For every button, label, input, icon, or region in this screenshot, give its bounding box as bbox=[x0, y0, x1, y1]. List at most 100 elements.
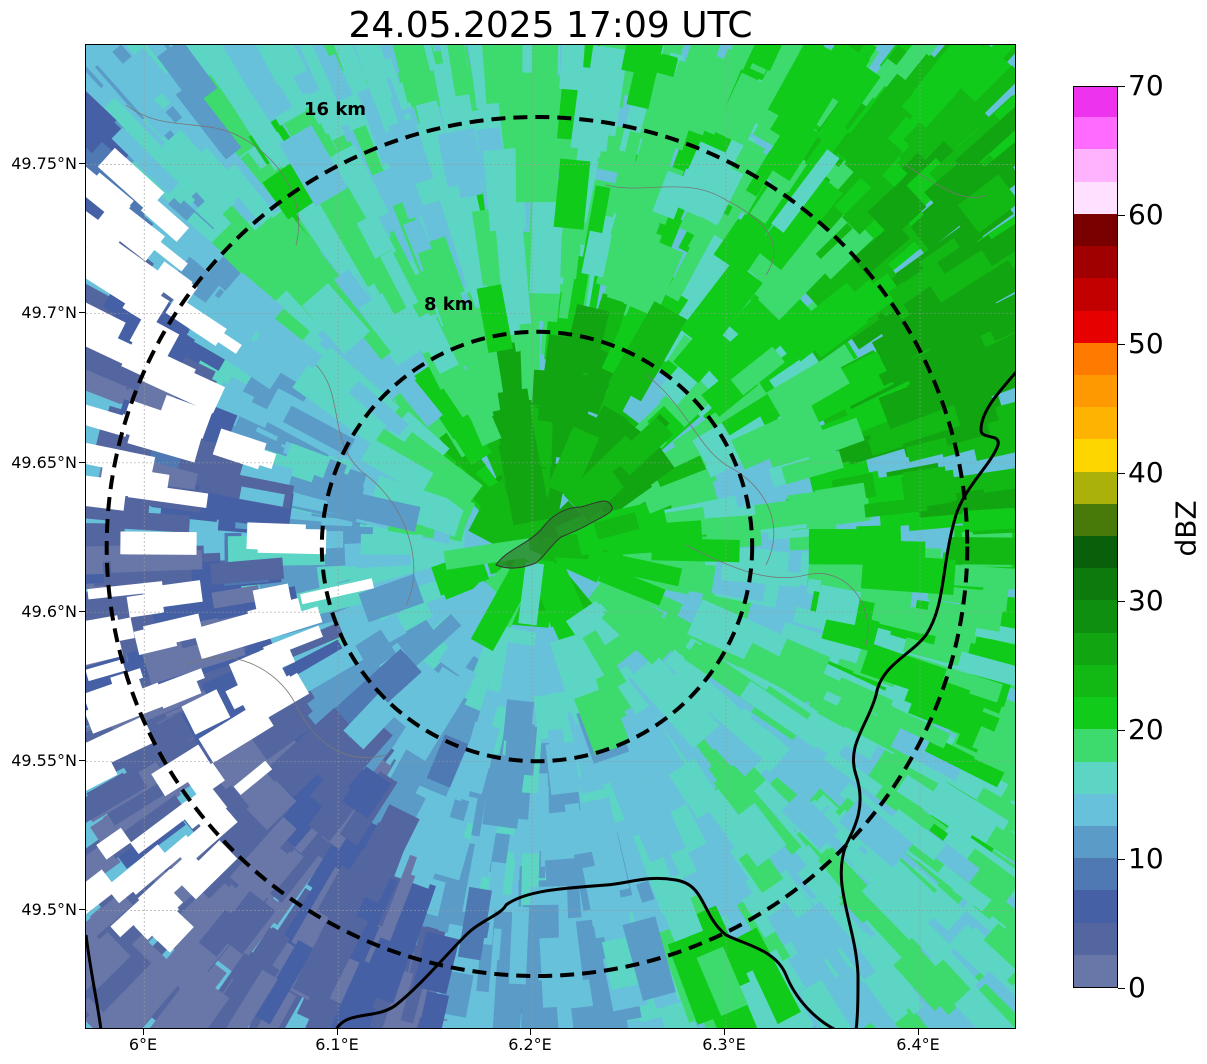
lon-tick-label: 6.1°E bbox=[315, 1035, 359, 1054]
reflectivity-cell bbox=[372, 928, 417, 1004]
reflectivity-cell bbox=[395, 666, 473, 762]
reflectivity-cell bbox=[844, 78, 921, 161]
reflectivity-cell bbox=[697, 55, 742, 114]
reflectivity-cell bbox=[948, 536, 1015, 566]
range-ring-8km bbox=[319, 329, 755, 764]
no-echo-cell bbox=[86, 635, 124, 668]
colorbar-tick-label: 50 bbox=[1128, 326, 1164, 360]
colorbar-segment bbox=[1074, 567, 1117, 601]
reflectivity-cell bbox=[973, 923, 1015, 986]
range-ring-label-16km: 16 km bbox=[304, 99, 366, 120]
colorbar-segment bbox=[1074, 310, 1117, 343]
reflectivity-cell bbox=[111, 127, 180, 195]
reflectivity-cell bbox=[387, 117, 434, 187]
no-echo-cell bbox=[236, 442, 277, 469]
reflectivity-cell bbox=[414, 314, 459, 374]
reflectivity-cell bbox=[985, 826, 1015, 876]
no-echo-cell bbox=[257, 528, 327, 555]
no-echo-cell bbox=[86, 617, 135, 652]
reflectivity-cell bbox=[278, 124, 348, 207]
no-echo-cell bbox=[86, 325, 139, 367]
reflectivity-cell bbox=[320, 956, 388, 1028]
reflectivity-cell bbox=[668, 758, 723, 819]
reflectivity-cell bbox=[949, 924, 1015, 990]
colorbar-tick-mark bbox=[1118, 859, 1125, 861]
reflectivity-cell bbox=[903, 94, 969, 161]
reflectivity-cell bbox=[815, 222, 874, 280]
reflectivity-cell bbox=[815, 482, 868, 512]
no-echo-cell bbox=[86, 659, 126, 682]
no-echo-cell bbox=[86, 682, 167, 734]
no-echo-cell bbox=[86, 716, 155, 772]
reflectivity-cell bbox=[974, 970, 1015, 1028]
reflectivity-cell bbox=[380, 250, 419, 309]
reflectivity-cell bbox=[781, 450, 844, 485]
reflectivity-cell bbox=[989, 306, 1015, 342]
reflectivity-cell bbox=[860, 553, 956, 596]
reflectivity-cell bbox=[262, 161, 319, 220]
range-ring-label-8km: 8 km bbox=[424, 294, 474, 315]
country-borders bbox=[86, 371, 1015, 1028]
no-echo-cell bbox=[151, 910, 194, 953]
border-southwest bbox=[86, 934, 103, 1028]
district-borders bbox=[125, 104, 987, 758]
reflectivity-cell bbox=[457, 886, 492, 961]
reflectivity-cell bbox=[482, 147, 527, 232]
colorbar-tick-label: 0 bbox=[1128, 971, 1146, 1004]
no-echo-cell bbox=[102, 235, 172, 290]
reflectivity-cell bbox=[428, 830, 471, 881]
colorbar-segment bbox=[1074, 599, 1117, 633]
no-echo-cell bbox=[151, 744, 213, 797]
reflectivity-cell bbox=[642, 468, 715, 514]
reflectivity-cell bbox=[659, 370, 717, 428]
reflectivity-cell bbox=[360, 438, 434, 495]
radar-map[interactable]: 8 km 16 km bbox=[85, 44, 1016, 1029]
reflectivity-cell bbox=[740, 642, 832, 708]
colorbar bbox=[1073, 86, 1118, 988]
reflectivity-cell bbox=[623, 238, 684, 318]
reflectivity-cell bbox=[966, 291, 1015, 339]
reflectivity-cell bbox=[853, 889, 923, 963]
reflectivity-cell bbox=[727, 927, 801, 1027]
reflectivity-cell bbox=[86, 86, 117, 148]
range-ring-16km bbox=[104, 115, 970, 978]
reflectivity-cell bbox=[547, 426, 600, 498]
reflectivity-cell bbox=[962, 507, 1015, 532]
colorbar-segment bbox=[1074, 342, 1117, 375]
plot-title: 24.05.2025 17:09 UTC bbox=[348, 5, 753, 46]
no-echo-cell bbox=[126, 591, 165, 618]
reflectivity-cell bbox=[799, 979, 864, 1028]
reflectivity-cell bbox=[664, 226, 715, 302]
reflectivity-cell bbox=[536, 573, 572, 628]
reflectivity-cell bbox=[229, 816, 297, 889]
reflectivity-cell bbox=[581, 230, 612, 278]
reflectivity-cell bbox=[405, 614, 462, 667]
reflectivity-cell bbox=[347, 804, 420, 904]
lat-tick-mark bbox=[79, 312, 85, 313]
colorbar-segment bbox=[1074, 277, 1117, 311]
reflectivity-cell bbox=[456, 721, 500, 795]
reflectivity-cell bbox=[217, 969, 278, 1028]
no-echo-cell bbox=[225, 663, 290, 710]
reflectivity-cell bbox=[747, 45, 788, 72]
reflectivity-cell bbox=[780, 621, 857, 660]
reflectivity-cell bbox=[934, 467, 1015, 496]
reflectivity-cell bbox=[814, 584, 862, 625]
reflectivity-cell bbox=[901, 52, 974, 128]
reflectivity-cell bbox=[890, 727, 966, 781]
reflectivity-cell bbox=[967, 635, 1015, 678]
colorbar-tick-mark bbox=[1118, 214, 1125, 216]
reflectivity-cell bbox=[96, 50, 177, 138]
reflectivity-cell bbox=[608, 301, 688, 402]
reflectivity-cell bbox=[434, 846, 480, 936]
colorbar-segment bbox=[1074, 922, 1117, 955]
no-echo-cell bbox=[165, 295, 227, 346]
reflectivity-cell bbox=[497, 388, 542, 487]
no-echo-cell bbox=[96, 827, 132, 860]
no-echo-cell bbox=[129, 315, 180, 361]
no-echo-cell bbox=[92, 240, 170, 305]
reflectivity-cell bbox=[621, 707, 688, 790]
no-echo-cell bbox=[86, 395, 131, 437]
reflectivity-cell bbox=[165, 981, 218, 1028]
reflectivity-cell bbox=[757, 245, 832, 321]
